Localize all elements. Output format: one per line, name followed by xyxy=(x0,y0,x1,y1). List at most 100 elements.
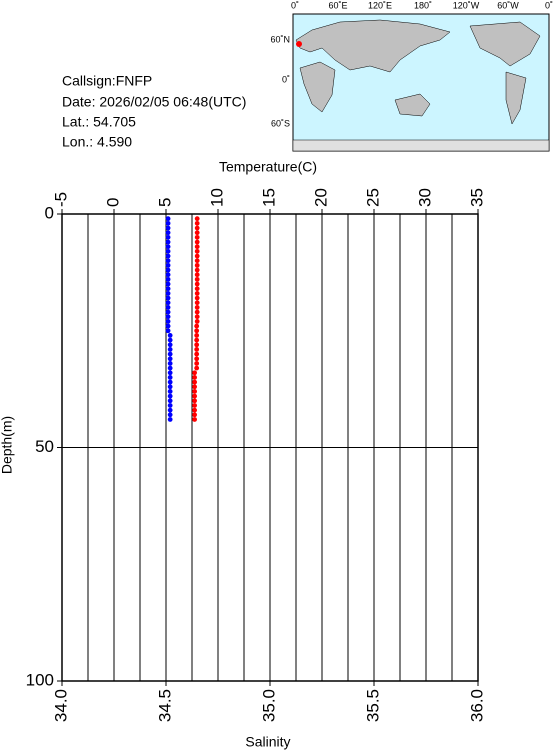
profile-point xyxy=(194,234,200,240)
profile-point xyxy=(167,333,173,338)
map-lat-label: 60˚S xyxy=(271,118,290,128)
profile-point xyxy=(167,379,173,385)
longitude: Lon.: 4.590 xyxy=(62,134,132,150)
profile-point xyxy=(167,403,173,408)
map-land xyxy=(469,21,541,125)
profile-point xyxy=(194,286,200,292)
profile-point xyxy=(165,244,171,250)
profile-point xyxy=(165,295,171,301)
y-tick-label: 50 xyxy=(35,437,54,456)
position-marker xyxy=(296,41,302,47)
profile-point xyxy=(167,393,173,399)
map-land xyxy=(295,19,451,73)
profile-point xyxy=(192,379,198,385)
profile-point xyxy=(194,220,200,226)
profile-point xyxy=(194,267,200,273)
profile-point xyxy=(165,300,171,306)
profile-point xyxy=(194,248,200,254)
profile-point xyxy=(194,333,200,338)
profile-point xyxy=(165,248,171,254)
map-lon-label: 60˚W xyxy=(497,0,519,10)
profile-point xyxy=(165,314,171,320)
profile-point xyxy=(167,407,173,413)
x-tick-label: 35.0 xyxy=(259,689,278,722)
y-tick-label: 100 xyxy=(26,670,54,689)
x-tick-label: 34.0 xyxy=(51,689,70,722)
profile-point xyxy=(167,337,173,343)
profile-point xyxy=(165,281,171,287)
profile-point xyxy=(165,258,171,264)
profile-point xyxy=(194,216,200,222)
profile-point xyxy=(165,262,171,268)
profile-point xyxy=(165,305,171,310)
profile-point xyxy=(167,398,173,404)
x-tick-label: 34.5 xyxy=(155,689,174,722)
profile-point xyxy=(192,393,198,399)
profile-point xyxy=(194,230,200,236)
profile-point xyxy=(167,389,173,394)
profile-point xyxy=(194,323,200,329)
profile-point xyxy=(165,253,171,259)
x-tick-label: 36.0 xyxy=(467,689,486,722)
profile-point xyxy=(192,407,198,413)
profile-point xyxy=(165,225,171,231)
profile-point xyxy=(165,319,171,324)
profile-point xyxy=(165,286,171,292)
profile-point xyxy=(194,300,200,306)
latitude: Lat.: 54.705 xyxy=(62,114,136,130)
profile-point xyxy=(165,276,171,282)
profile-point xyxy=(192,389,198,394)
profile-point xyxy=(165,309,171,315)
profile-point xyxy=(167,412,173,418)
profile-point xyxy=(192,403,198,408)
profile-point xyxy=(192,370,198,376)
profile-point xyxy=(194,305,200,310)
profile-point xyxy=(194,361,200,366)
x2-axis-label: Temperature(C) xyxy=(219,159,317,175)
profile-point xyxy=(194,319,200,324)
x2-tick-label: 30 xyxy=(415,188,434,207)
profile-point xyxy=(194,351,200,357)
profile-point xyxy=(165,216,171,222)
profile-point xyxy=(194,258,200,264)
profile-point xyxy=(165,267,171,273)
profile-point xyxy=(165,323,171,329)
profile-point xyxy=(167,356,173,362)
y-axis-label: Depth(m) xyxy=(0,416,15,474)
profile-point xyxy=(192,398,198,404)
profile-point xyxy=(167,365,173,371)
x-axis-label: Salinity xyxy=(245,734,290,750)
profile-point xyxy=(192,375,198,380)
profile-point xyxy=(167,342,173,348)
profile-point xyxy=(194,337,200,343)
x2-tick-label: 15 xyxy=(259,188,278,207)
profile-point xyxy=(194,328,200,334)
x2-tick-label: 25 xyxy=(363,188,382,207)
profile-point xyxy=(194,272,200,278)
profile-point xyxy=(194,356,200,362)
map-lon-label: 180˚ xyxy=(414,0,432,10)
world-map xyxy=(292,13,550,152)
profile-point xyxy=(165,234,171,240)
profile-point xyxy=(167,417,173,422)
profile-point xyxy=(194,276,200,282)
profile-point xyxy=(194,295,200,301)
profile-point xyxy=(192,417,198,422)
profile-point xyxy=(194,225,200,231)
profile-point xyxy=(165,220,171,226)
x2-tick-label: 20 xyxy=(311,188,330,207)
profile-point xyxy=(165,290,171,296)
map-lon-label: 60˚E xyxy=(328,0,347,10)
profile-point xyxy=(165,272,171,278)
profile-point xyxy=(194,239,200,245)
map-lat-label: 60˚N xyxy=(270,34,290,44)
profile-point xyxy=(194,347,200,352)
profile-point xyxy=(192,412,198,418)
profile-point xyxy=(165,239,171,245)
map-lon-label: 120˚W xyxy=(453,0,480,10)
map-lon-label: 120˚E xyxy=(368,0,392,10)
profile-point xyxy=(194,342,200,348)
profile-point xyxy=(167,375,173,380)
